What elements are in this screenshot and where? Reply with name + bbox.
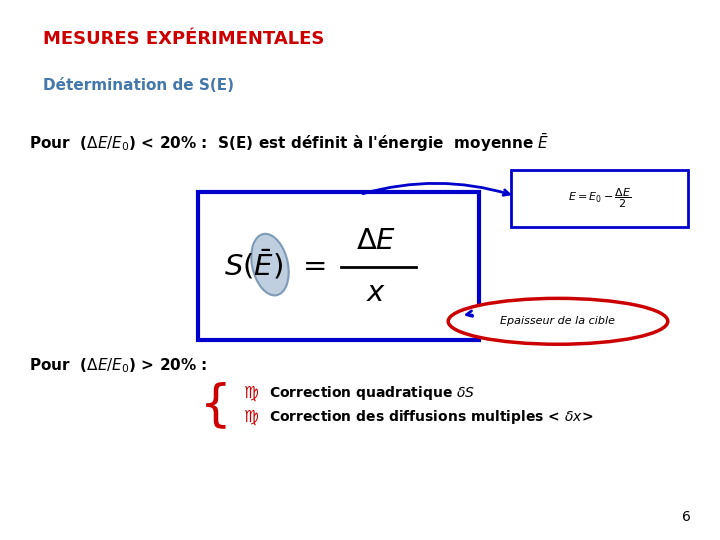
FancyBboxPatch shape (198, 192, 479, 340)
Ellipse shape (448, 298, 668, 345)
Text: ♍: ♍ (243, 384, 258, 402)
Ellipse shape (251, 234, 289, 295)
Text: Epaisseur de la cible: Epaisseur de la cible (500, 316, 616, 326)
Text: $x$: $x$ (366, 279, 387, 307)
Text: Détermination de S(E): Détermination de S(E) (43, 78, 234, 93)
Text: 6: 6 (683, 510, 691, 524)
Text: Pour  ($\mathit{\Delta E/E_0}$) < 20% :  S(E) est définit à l'énergie  moyenne $: Pour ($\mathit{\Delta E/E_0}$) < 20% : S… (29, 132, 549, 154)
Text: $\{$: $\{$ (199, 381, 226, 431)
Text: $=$: $=$ (297, 251, 325, 279)
Text: $E = E_0 - \dfrac{\Delta E}{2}$: $E = E_0 - \dfrac{\Delta E}{2}$ (568, 187, 631, 210)
Text: MESURES EXPÉRIMENTALES: MESURES EXPÉRIMENTALES (43, 30, 325, 48)
Text: Correction quadratique $\delta S$: Correction quadratique $\delta S$ (269, 384, 474, 402)
Text: $\Delta E$: $\Delta E$ (356, 227, 397, 255)
Text: $S(\bar{E})$: $S(\bar{E})$ (224, 248, 283, 281)
Text: Pour  ($\mathit{\Delta E/E_0}$) > 20% :: Pour ($\mathit{\Delta E/E_0}$) > 20% : (29, 356, 207, 375)
Text: Correction des diffusions multiples < $\delta x$>: Correction des diffusions multiples < $\… (269, 408, 593, 426)
FancyBboxPatch shape (511, 170, 688, 227)
Text: ♍: ♍ (243, 408, 258, 426)
